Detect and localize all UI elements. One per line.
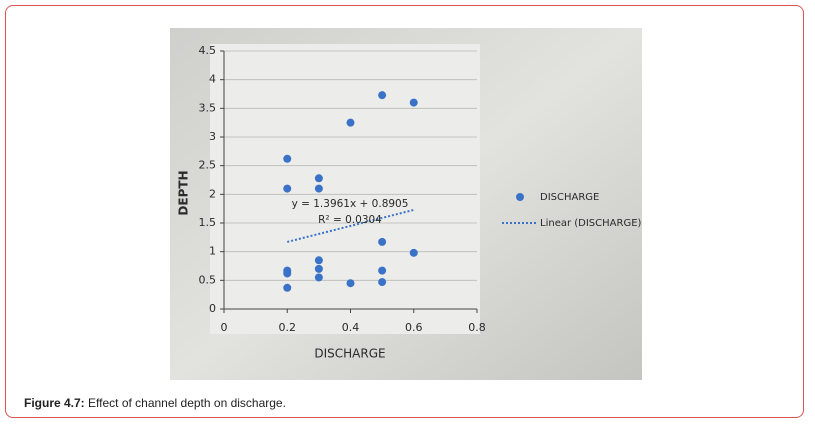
trendline [287, 208, 414, 243]
y-tick-label: 2.5 [199, 159, 217, 172]
point [283, 154, 292, 163]
y-tick-label: 0.5 [199, 273, 217, 286]
trendline-r2: R² = 0.0304 [318, 214, 382, 226]
y-tick-label: 2 [209, 187, 216, 200]
point [314, 264, 323, 273]
point [409, 98, 418, 107]
point [378, 278, 387, 287]
legend-label: DISCHARGE [540, 192, 599, 203]
point [314, 273, 323, 282]
x-tick-label: 0.2 [279, 321, 297, 334]
point [314, 184, 323, 193]
y-axis-label: DEPTH [177, 170, 191, 215]
point [409, 248, 418, 257]
legend-marker [516, 193, 524, 201]
chart: DEPTH DISCHARGE 0 0.5 1 1.5 2 2.5 3 3.5 4 4.5 0 0.2… [170, 28, 642, 380]
point [378, 91, 387, 100]
point [378, 237, 387, 246]
x-tick-label: 0.8 [468, 321, 486, 334]
point [283, 269, 292, 278]
point [283, 184, 292, 193]
point [283, 283, 292, 292]
point [346, 279, 355, 288]
caption-text: Effect of channel depth on discharge. [84, 396, 286, 410]
point [314, 174, 323, 183]
x-axis-label: DISCHARGE [314, 347, 385, 361]
x-tick-label: 0.6 [405, 321, 423, 334]
x-tick-label: 0 [221, 321, 228, 334]
y-tick-label: 0 [209, 302, 216, 315]
plot-area [210, 44, 480, 334]
legend-label: Linear (DISCHARGE) [540, 218, 642, 229]
y-tick-label: 4 [209, 73, 216, 86]
caption: Figure 4.7: Effect of channel depth on d… [24, 396, 286, 410]
y-tick-label: 1 [209, 245, 216, 258]
point [378, 266, 387, 275]
point [346, 118, 355, 127]
x-tick-label: 0.4 [342, 321, 360, 334]
point [314, 256, 323, 265]
y-tick-label: 3 [209, 130, 216, 143]
caption-label: Figure 4.7: [24, 396, 85, 410]
y-tick-label: 1.5 [199, 216, 217, 229]
y-tick-label: 3.5 [199, 101, 217, 114]
trendline-equation: y = 1.3961x + 0.8905 [292, 198, 409, 210]
figure-frame [5, 5, 804, 418]
y-tick-label: 4.5 [199, 44, 217, 57]
